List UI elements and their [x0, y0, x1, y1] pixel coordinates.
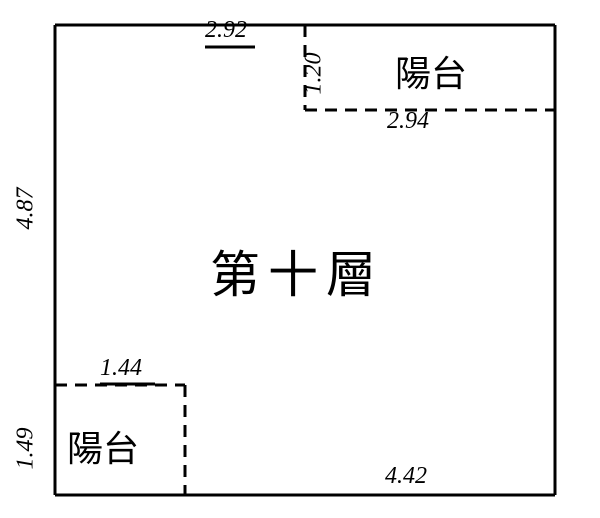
dim-bot-bal-w: 1.44 — [100, 355, 142, 382]
floorplan-container: 第十層 陽台 陽台 2.92 1.20 2.94 4.87 1.44 1.49 … — [55, 25, 555, 495]
dim-left-upper: 4.87 — [13, 188, 40, 230]
bottom-balcony-label: 陽台 — [67, 420, 139, 472]
dim-top-bal-h: 1.20 — [301, 53, 328, 95]
dim-top-left: 2.92 — [205, 17, 247, 44]
dim-bottom-right: 4.42 — [385, 463, 427, 490]
dim-left-lower: 1.49 — [13, 428, 40, 470]
dim-top-bal-w: 2.94 — [387, 108, 429, 135]
main-floor-label: 第十層 — [210, 235, 384, 307]
top-balcony-label: 陽台 — [395, 45, 467, 97]
